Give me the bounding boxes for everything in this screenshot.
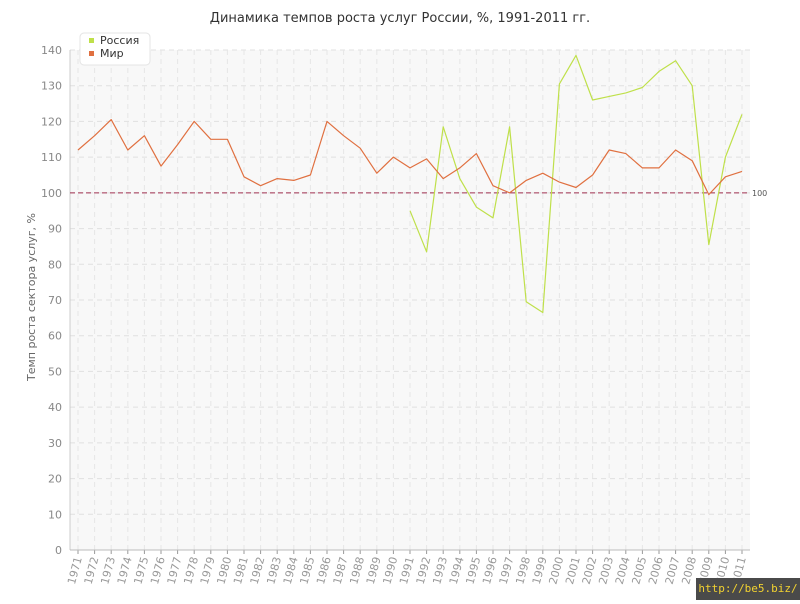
reference-line-label: 100 [752,189,767,198]
plot-area: 0102030405060708090100110120130140197119… [41,44,767,586]
y-tick-label: 40 [48,401,62,414]
y-tick-label: 50 [48,365,62,378]
y-tick-label: 30 [48,437,62,450]
y-tick-label: 130 [41,80,62,93]
y-tick-label: 10 [48,508,62,521]
y-tick-label: 90 [48,223,62,236]
legend-box [79,32,151,66]
series-line-world [77,119,743,196]
legend-swatch [89,51,94,56]
series-line-russia [409,54,743,314]
y-tick-label: 140 [41,44,62,57]
y-tick-label: 70 [48,294,62,307]
y-tick-label: 0 [55,544,62,557]
y-tick-label: 110 [41,151,62,164]
y-tick-label: 120 [41,115,62,128]
y-tick-label: 80 [48,258,62,271]
y-tick-label: 100 [41,187,62,200]
y-axis-label: Темп роста сектора услуг, % [25,213,38,382]
y-tick-label: 60 [48,330,62,343]
watermark-link[interactable]: http://be5.biz/ [696,578,800,600]
chart-title: Динамика темпов роста услуг России, %, 1… [210,11,590,26]
legend-label: Мир [100,47,124,60]
y-tick-label: 20 [48,473,62,486]
legend-label: Россия [100,34,139,47]
legend-swatch [89,38,94,43]
